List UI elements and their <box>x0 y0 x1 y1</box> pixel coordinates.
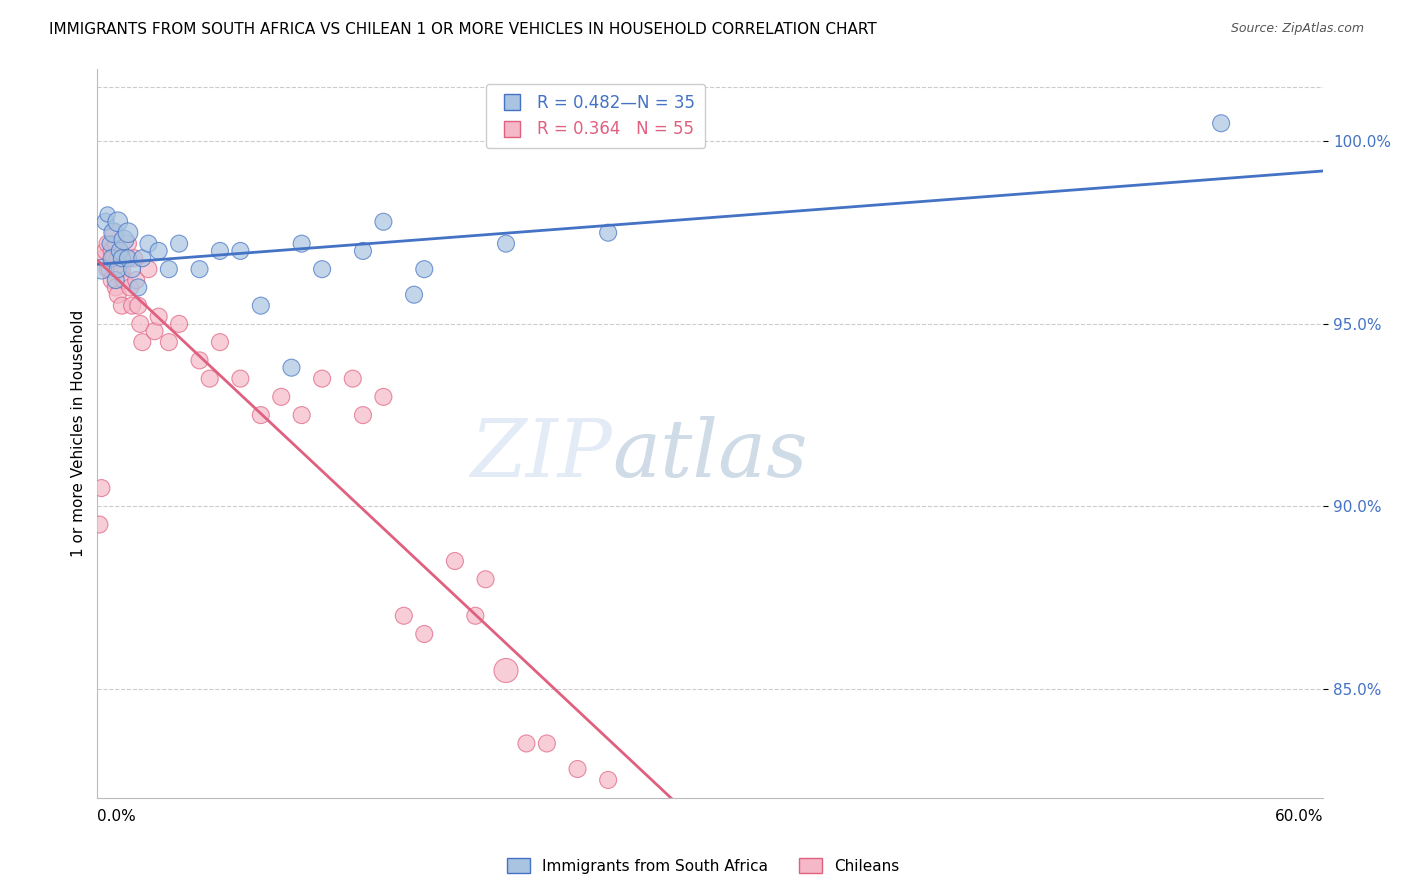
Text: 0.0%: 0.0% <box>97 809 136 824</box>
Legend: R = 0.482—N = 35, R = 0.364   N = 55: R = 0.482—N = 35, R = 0.364 N = 55 <box>485 84 706 148</box>
Point <box>138 262 160 277</box>
Point <box>129 317 152 331</box>
Point <box>97 207 120 221</box>
Point <box>127 299 149 313</box>
Point <box>342 371 364 385</box>
Point <box>97 262 120 277</box>
Point <box>188 353 211 368</box>
Point <box>167 236 190 251</box>
Point <box>157 262 180 277</box>
Text: IMMIGRANTS FROM SOUTH AFRICA VS CHILEAN 1 OR MORE VEHICLES IN HOUSEHOLD CORRELAT: IMMIGRANTS FROM SOUTH AFRICA VS CHILEAN … <box>49 22 877 37</box>
Point <box>148 244 170 258</box>
Text: atlas: atlas <box>612 417 807 494</box>
Text: Source: ZipAtlas.com: Source: ZipAtlas.com <box>1230 22 1364 36</box>
Point <box>118 280 141 294</box>
Point <box>413 627 436 641</box>
Point <box>291 408 314 422</box>
Y-axis label: 1 or more Vehicles in Household: 1 or more Vehicles in Household <box>72 310 86 557</box>
Point <box>98 262 121 277</box>
Point <box>143 324 166 338</box>
Point <box>249 299 271 313</box>
Point <box>280 360 302 375</box>
Point <box>103 251 125 265</box>
Point <box>148 310 170 324</box>
Point <box>117 251 139 265</box>
Point <box>311 262 333 277</box>
Point <box>111 262 134 277</box>
Point <box>112 233 135 247</box>
Point <box>117 236 139 251</box>
Point <box>373 390 395 404</box>
Point <box>352 244 374 258</box>
Point <box>208 335 231 350</box>
Point <box>117 226 139 240</box>
Point <box>157 335 180 350</box>
Point <box>107 215 129 229</box>
Point <box>115 251 138 265</box>
Point <box>107 251 129 265</box>
Point <box>495 664 517 678</box>
Point <box>249 408 271 422</box>
Point <box>122 251 145 265</box>
Point <box>111 251 134 265</box>
Point <box>112 273 135 287</box>
Point <box>536 736 558 750</box>
Point <box>104 273 127 287</box>
Point <box>131 335 153 350</box>
Point <box>464 608 486 623</box>
Point <box>108 244 131 258</box>
Point <box>208 244 231 258</box>
Point <box>131 251 153 265</box>
Point <box>198 371 221 385</box>
Point <box>138 236 160 251</box>
Point <box>100 244 122 258</box>
Point <box>598 226 620 240</box>
Point <box>229 244 252 258</box>
Text: ZIP: ZIP <box>471 417 612 494</box>
Point <box>188 262 211 277</box>
Point <box>107 262 129 277</box>
Point <box>108 262 131 277</box>
Point <box>373 215 395 229</box>
Point <box>98 236 121 251</box>
Point <box>495 236 517 251</box>
Point <box>104 280 127 294</box>
Point <box>291 236 314 251</box>
Point <box>100 273 122 287</box>
Point <box>97 236 120 251</box>
Point <box>125 273 148 287</box>
Point <box>311 371 333 385</box>
Legend: Immigrants from South Africa, Chileans: Immigrants from South Africa, Chileans <box>501 852 905 880</box>
Point <box>89 517 111 532</box>
Point <box>111 299 134 313</box>
Point <box>103 226 125 240</box>
Point <box>474 572 496 586</box>
Point <box>94 244 117 258</box>
Point <box>121 299 143 313</box>
Point <box>90 262 112 277</box>
Point <box>104 236 127 251</box>
Point <box>100 251 122 265</box>
Point <box>392 608 415 623</box>
Point <box>567 762 589 776</box>
Point <box>444 554 467 568</box>
Point <box>229 371 252 385</box>
Point <box>94 215 117 229</box>
Point <box>402 287 425 301</box>
Point <box>103 226 125 240</box>
Text: 60.0%: 60.0% <box>1275 809 1323 824</box>
Point <box>108 244 131 258</box>
Point <box>598 772 620 787</box>
Point <box>127 280 149 294</box>
Point <box>270 390 292 404</box>
Point <box>93 251 115 265</box>
Point <box>515 736 537 750</box>
Point <box>90 481 112 495</box>
Point <box>352 408 374 422</box>
Point <box>1211 116 1233 130</box>
Point <box>107 287 129 301</box>
Point <box>413 262 436 277</box>
Point <box>121 262 143 277</box>
Point <box>167 317 190 331</box>
